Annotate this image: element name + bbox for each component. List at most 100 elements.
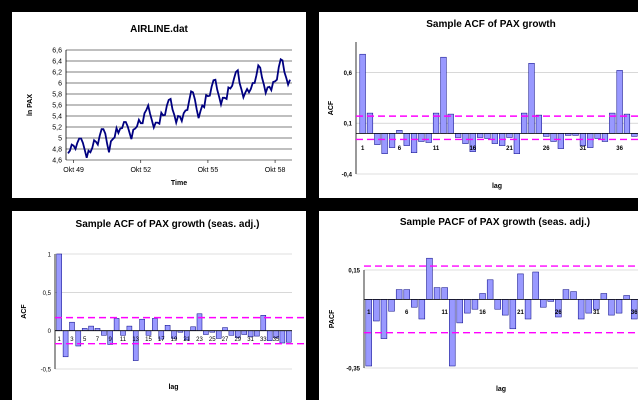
bar <box>608 299 615 316</box>
y-axis-label: ACF <box>328 100 335 115</box>
bar <box>373 299 380 322</box>
bar <box>241 330 247 335</box>
bar <box>600 293 608 300</box>
bar <box>455 133 462 138</box>
series-line <box>67 57 291 159</box>
x-tick-label: 33 <box>260 337 267 343</box>
bar <box>425 133 432 143</box>
x-tick-label: 31 <box>593 310 600 316</box>
bar <box>540 299 547 308</box>
y-tick-label: 0,1 <box>344 122 353 128</box>
x-tick-label: 6 <box>398 146 402 152</box>
x-tick-label: 11 <box>433 146 440 152</box>
bar <box>528 63 535 134</box>
bar <box>440 56 447 134</box>
x-tick-label: 27 <box>222 337 229 343</box>
bar <box>502 299 509 316</box>
bar <box>585 299 592 314</box>
bar <box>418 133 425 142</box>
bar <box>557 133 564 149</box>
x-tick-label: 1 <box>367 310 371 316</box>
x-tick-label: 36 <box>616 146 623 152</box>
y-tick-label: 5,2 <box>52 125 62 132</box>
bar <box>388 299 395 312</box>
bar <box>139 318 145 331</box>
x-tick-label: 16 <box>469 146 476 152</box>
x-tick-label: 21 <box>506 146 513 152</box>
x-tick-label: 31 <box>247 337 254 343</box>
x-tick-label: 1 <box>58 337 62 343</box>
bar <box>623 295 630 300</box>
y-tick-label: 1 <box>48 253 52 259</box>
bar <box>113 318 120 331</box>
bar <box>494 299 501 310</box>
bar <box>464 299 471 314</box>
bar <box>359 53 366 134</box>
bar <box>447 113 454 134</box>
y-tick-label: 6 <box>58 81 62 88</box>
bar <box>266 330 273 341</box>
bar <box>120 330 126 336</box>
bar <box>396 130 403 134</box>
x-tick-label: 21 <box>183 337 190 343</box>
y-axis-label: ACF <box>21 304 28 319</box>
y-axis-label: PACF <box>329 309 336 328</box>
chart-title: AIRLINE.dat <box>130 24 188 35</box>
bar <box>587 133 594 148</box>
y-tick-label: 0,15 <box>348 269 360 275</box>
y-tick-label: -0,35 <box>346 367 360 373</box>
bar <box>577 299 585 320</box>
bar <box>410 133 418 153</box>
bar <box>506 133 513 138</box>
x-tick-label: 15 <box>145 337 152 343</box>
bar <box>623 113 631 134</box>
x-tick-label: 9 <box>109 337 113 343</box>
y-tick-label: -0,4 <box>342 173 353 179</box>
bar <box>222 327 228 331</box>
x-tick-label: 26 <box>543 146 550 152</box>
bar <box>152 318 158 331</box>
y-tick-label: -0,5 <box>41 368 52 374</box>
bar <box>69 321 75 331</box>
bar <box>395 289 403 300</box>
x-tick-label: 13 <box>132 337 139 343</box>
bar <box>403 289 410 300</box>
x-tick-label: 11 <box>441 310 448 316</box>
bar <box>562 289 570 300</box>
bar <box>101 330 107 336</box>
y-tick-label: 6,6 <box>52 48 62 55</box>
x-tick-label: 21 <box>517 310 524 316</box>
x-tick-label: 23 <box>196 337 203 343</box>
bar <box>203 330 209 335</box>
x-tick-label: 11 <box>120 337 127 343</box>
bar <box>145 330 152 336</box>
bar <box>479 293 486 300</box>
x-tick-label: Okt 58 <box>265 167 286 174</box>
y-tick-label: 4,8 <box>52 147 62 154</box>
panel-acf-seas-adj: Sample ACF of PAX growth (seas. adj.) -0,… <box>12 211 306 400</box>
bar <box>471 299 479 310</box>
y-tick-label: 6,2 <box>52 70 62 77</box>
bar <box>215 330 222 339</box>
bar <box>517 273 524 300</box>
panel-airline: AIRLINE.dat 4,6 4,8 5 5,2 5,4 5,6 5,8 6 6,2 6,4 6,6… <box>12 12 306 198</box>
x-tick-label: 5 <box>83 337 87 343</box>
x-tick-label: Okt 49 <box>63 167 84 174</box>
y-tick-label: 5 <box>58 136 62 143</box>
x-tick-label: 16 <box>479 310 486 316</box>
bar <box>509 299 517 330</box>
chart-title: Sample PACF of PAX growth (seas. adj.) <box>400 217 590 228</box>
bar <box>631 133 638 137</box>
x-tick-label: 31 <box>580 146 587 152</box>
bar <box>388 133 396 148</box>
bar <box>196 313 203 331</box>
bar <box>594 133 601 139</box>
bar <box>164 325 171 331</box>
x-axis-label: lag <box>168 384 178 391</box>
y-tick-label: 4,6 <box>52 158 62 165</box>
x-tick-label: 6 <box>405 310 409 316</box>
x-tick-label: 35 <box>273 337 280 343</box>
x-tick-label: Okt 52 <box>130 167 151 174</box>
x-tick-label: 36 <box>631 310 638 316</box>
